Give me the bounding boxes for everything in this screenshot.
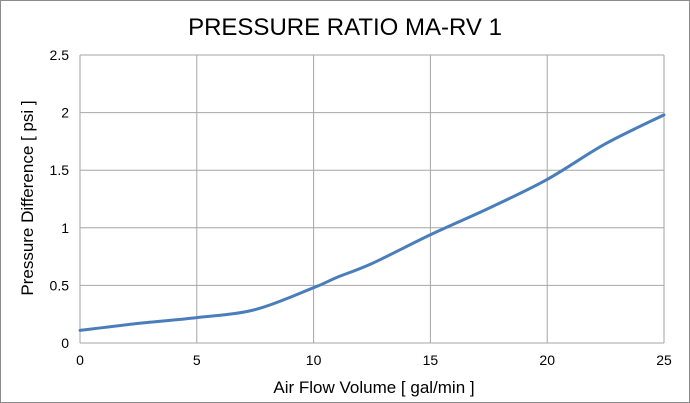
y-tick-label: 0.5 (50, 277, 70, 293)
x-tick-label: 10 (306, 352, 322, 368)
x-tick-label: 20 (539, 352, 555, 368)
data-point (487, 207, 490, 210)
chart-title: PRESSURE RATIO MA-RV 1 (188, 14, 502, 41)
data-point (137, 322, 140, 325)
x-axis-label: Air Flow Volume [ gal/min ] (273, 378, 474, 397)
y-tick-label: 0 (61, 335, 69, 351)
series-line (78, 113, 666, 332)
data-point (254, 308, 257, 311)
data-point (546, 178, 549, 181)
y-tick-label: 1.5 (50, 162, 70, 178)
y-tick-label: 1 (61, 220, 69, 236)
x-tick-label: 0 (76, 352, 84, 368)
data-point (312, 286, 315, 289)
data-point (79, 329, 82, 332)
data-point (371, 262, 374, 265)
y-axis-label: Pressure Difference [ psi ] (18, 100, 37, 295)
x-tick-label: 15 (423, 352, 439, 368)
y-tick-label: 2.5 (50, 47, 70, 63)
data-point (663, 113, 666, 116)
x-tick-label: 25 (656, 352, 672, 368)
data-point (604, 142, 607, 145)
x-tick-label: 5 (193, 352, 201, 368)
data-point (429, 233, 432, 236)
y-tick-label: 2 (61, 105, 69, 121)
data-point (195, 316, 198, 319)
data-point (335, 276, 338, 279)
